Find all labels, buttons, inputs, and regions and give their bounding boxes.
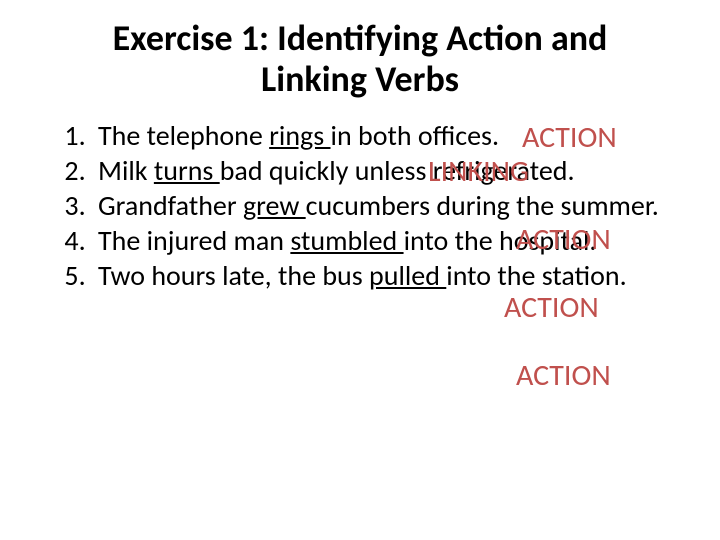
sentence-post: in both offices. bbox=[331, 118, 500, 153]
sentence-verb: pulled bbox=[369, 258, 446, 293]
answer-label: ACTION bbox=[516, 221, 611, 258]
list-item: Two hours late, the bus pulled into the … bbox=[92, 259, 690, 292]
list-item: Milk turns bad quickly unless refrigerat… bbox=[92, 154, 690, 187]
exercise-title: Exercise 1: Identifying Action and Linki… bbox=[80, 18, 640, 101]
sentence-pre: Two hours late, the bus bbox=[98, 258, 369, 293]
answer-label: ACTION bbox=[516, 357, 611, 394]
list-item: Grandfather grew cucumbers during the su… bbox=[92, 189, 690, 222]
answer-label: ACTION bbox=[504, 289, 599, 326]
sentence-pre: The injured man bbox=[98, 223, 290, 258]
sentence-pre: The telephone bbox=[98, 118, 269, 153]
sentence-verb: stumbled bbox=[290, 223, 403, 258]
sentence-verb: rings bbox=[269, 118, 330, 153]
sentence-post: into the station. bbox=[446, 258, 626, 293]
sentence-pre: Grandfather bbox=[98, 188, 243, 223]
sentence-verb: grew bbox=[243, 188, 306, 223]
answer-label: LINKING bbox=[428, 153, 529, 190]
sentence-verb: turns bbox=[154, 153, 220, 188]
list-wrapper: The telephone rings in both offices. Mil… bbox=[30, 119, 690, 292]
slide: Exercise 1: Identifying Action and Linki… bbox=[0, 0, 720, 540]
answer-label: ACTION bbox=[522, 119, 617, 156]
sentence-post: cucumbers during the summer. bbox=[306, 188, 659, 223]
sentence-pre: Milk bbox=[98, 153, 154, 188]
